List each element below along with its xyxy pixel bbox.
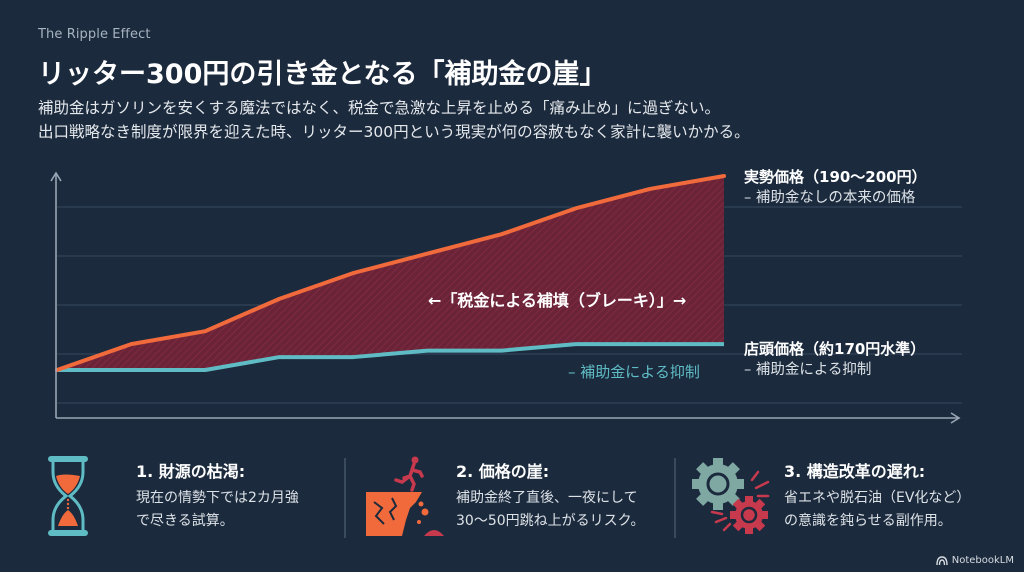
subtitle-line-1: 補助金はガソリンを安くする魔法ではなく、税金で急激な上昇を止める「痛み止め」に過… — [38, 99, 721, 117]
legend-actual-sub: – 補助金なしの本来の価格 — [744, 190, 916, 206]
legend-retail-title: 店頭価格（約170円水準） — [744, 340, 926, 358]
x-axis — [56, 412, 961, 424]
card-body: 省エネや脱石油（EV化など） の意識を鈍らせる副作用。 — [784, 487, 970, 533]
card-funding-depletion: 1. 財源の枯渇: 現在の情勢下では2カ月強 で尽きる試算。 — [44, 448, 344, 548]
subtitle-line-2: 出口戦略なき制度が限界を迎えた時、リッター300円という現実が何の容赦もなく家計… — [38, 123, 750, 141]
actual-price-line — [55, 174, 726, 372]
retail-price-line — [57, 342, 724, 372]
card-funding-text: 1. 財源の枯渇: 現在の情勢下では2カ月強 で尽きる試算。 — [136, 460, 299, 533]
card-body-line: 補助金終了直後、一夜にして — [456, 490, 638, 506]
card-reform-delay: 3. 構造改革の遅れ: 省エネや脱石油（EV化など） の意識を鈍らせる副作用。 — [692, 448, 1012, 548]
card-body-line: 30〜50円跳ね上がるリスク。 — [456, 513, 645, 529]
tax-compensation-label: ←「税金による補填（ブレーキ）」→ — [428, 291, 687, 310]
y-axis — [50, 171, 62, 418]
card-title: 3. 構造改革の遅れ: — [784, 462, 926, 481]
card-body: 補助金終了直後、一夜にして 30〜50円跳ね上がるリスク。 — [456, 487, 645, 533]
card-title: 2. 価格の崖: — [456, 462, 550, 481]
legend-actual-title: 実勢価格（190〜200円） — [744, 168, 927, 186]
subsidy-gap-area — [57, 176, 724, 370]
subsidy-suppression-label: – 補助金による抑制 — [568, 363, 700, 381]
card-cliff-text: 2. 価格の崖: 補助金終了直後、一夜にして 30〜50円跳ね上がるリスク。 — [456, 460, 645, 533]
gears-icon — [692, 454, 772, 538]
subtitle: 補助金はガソリンを安くする魔法ではなく、税金で急激な上昇を止める「痛み止め」に過… — [38, 96, 750, 144]
card-body-line: の意識を鈍らせる副作用。 — [784, 513, 952, 529]
notebooklm-brand: NotebookLM — [936, 555, 1014, 566]
card-body-line: で尽きる試算。 — [136, 513, 234, 529]
cliff-icon — [362, 454, 444, 538]
hourglass-icon — [44, 454, 124, 538]
legend-actual-price: 実勢価格（190〜200円） – 補助金なしの本来の価格 — [744, 167, 927, 209]
card-divider — [674, 458, 676, 538]
card-body-line: 現在の情勢下では2カ月強 — [136, 490, 299, 506]
eyebrow-label: The Ripple Effect — [38, 27, 151, 42]
risk-cards: 1. 財源の枯渇: 現在の情勢下では2カ月強 で尽きる試算。 2. 価格の崖: … — [0, 448, 1024, 548]
card-body-line: 省エネや脱石油（EV化など） — [784, 490, 971, 506]
card-divider — [344, 458, 346, 538]
page-title: リッター300円の引き金となる「補助金の崖」 — [38, 59, 607, 90]
card-price-cliff: 2. 価格の崖: 補助金終了直後、一夜にして 30〜50円跳ね上がるリスク。 — [362, 448, 672, 548]
legend-retail-sub: – 補助金による抑制 — [744, 362, 872, 378]
brand-label: NotebookLM — [951, 555, 1014, 566]
card-reform-text: 3. 構造改革の遅れ: 省エネや脱石油（EV化など） の意識を鈍らせる副作用。 — [784, 460, 970, 533]
notebooklm-logo-icon — [936, 556, 948, 565]
card-title: 1. 財源の枯渇: — [136, 462, 246, 481]
card-body: 現在の情勢下では2カ月強 で尽きる試算。 — [136, 487, 299, 533]
legend-retail-price: 店頭価格（約170円水準） – 補助金による抑制 — [744, 339, 925, 381]
